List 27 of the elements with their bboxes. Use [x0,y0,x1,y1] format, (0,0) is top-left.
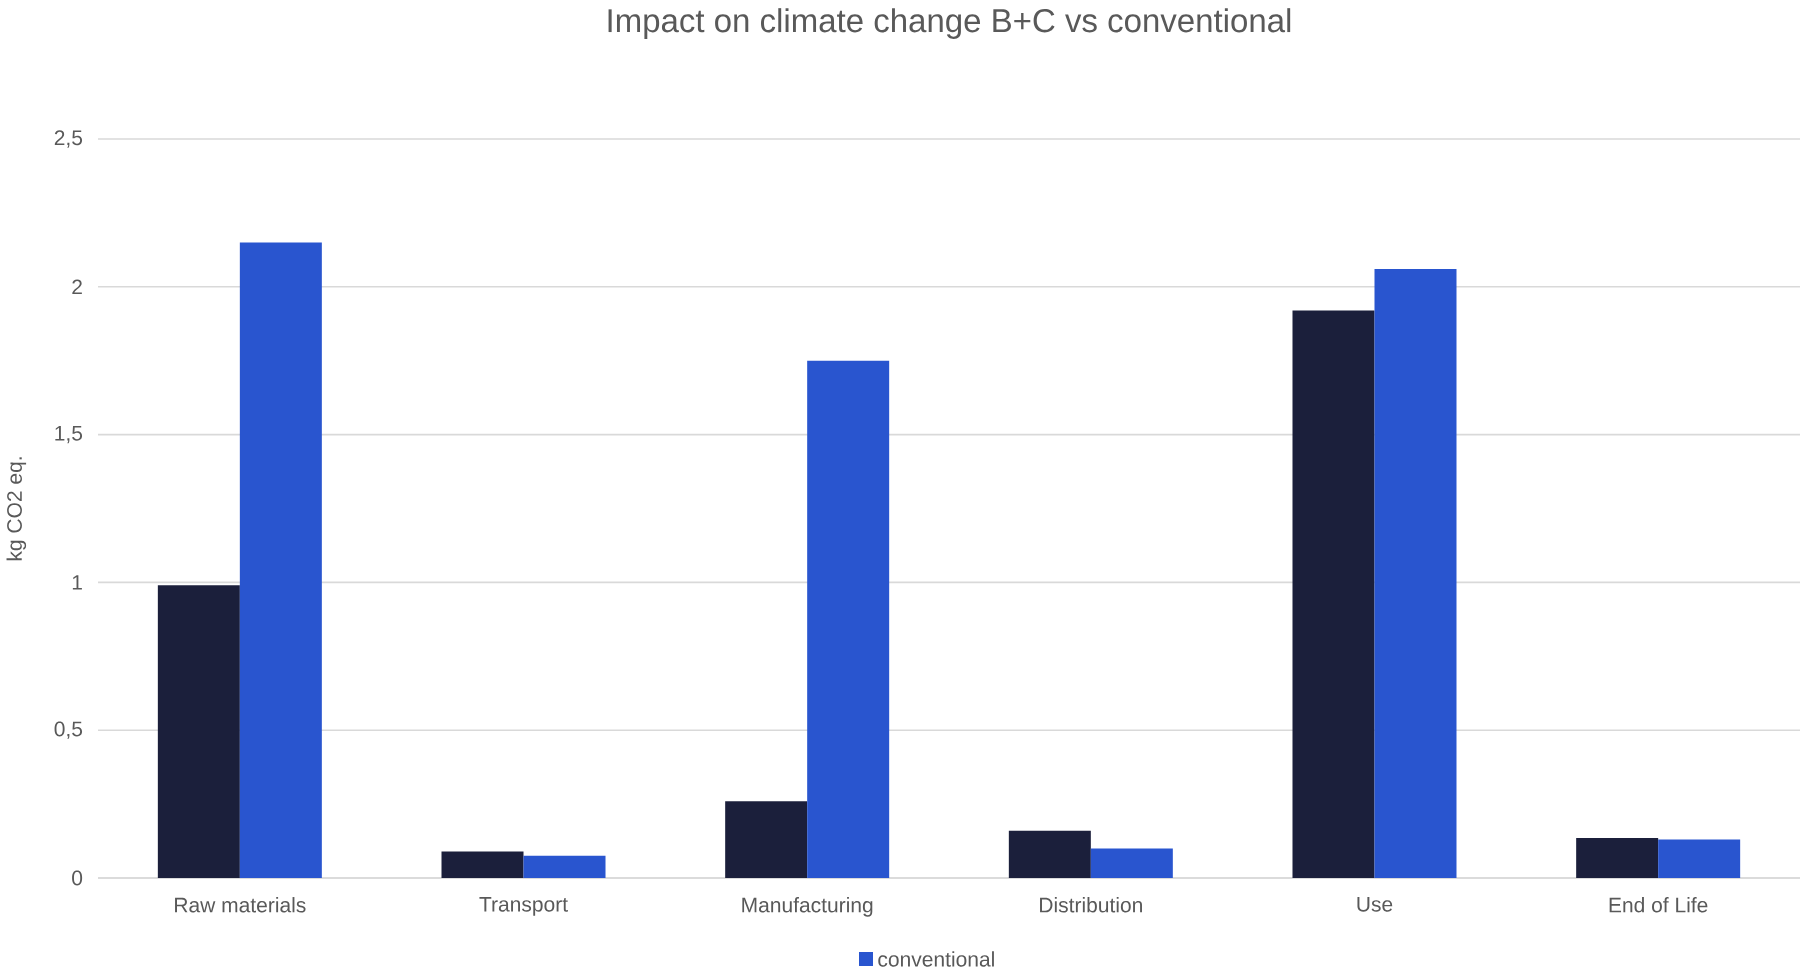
bar [1292,310,1375,878]
x-tick-label: Raw materials [175,897,306,913]
bar [157,585,240,878]
bar [725,801,808,878]
bar [1576,838,1659,878]
x-tick-label: Distribution [1040,897,1142,913]
x-tick-label: End of Life [1609,897,1708,913]
y-tick-label: 1 [72,575,82,590]
bar [441,851,524,878]
bar [239,242,322,878]
y-tick-label: 2,5 [54,130,83,148]
y-axis-title: kg CO2 eq. [6,457,27,561]
legend-label: conventional [878,951,994,967]
y-tick-label: 0,5 [54,721,83,739]
chart-title: Impact on climate change B+C vs conventional [608,8,1291,39]
bar [1008,830,1091,878]
y-tick-label: 0 [72,870,83,886]
x-tick-label: Transport [479,897,568,916]
bar [1658,839,1741,878]
x-tick-label: Manufacturing [742,897,873,917]
bar [523,855,606,878]
y-tick-label: 2 [72,279,82,295]
x-tick-label: Use [1357,897,1393,912]
bar [1374,269,1457,878]
bar [1090,848,1173,878]
bar [807,360,890,878]
y-tick-label: 1,5 [55,426,83,444]
